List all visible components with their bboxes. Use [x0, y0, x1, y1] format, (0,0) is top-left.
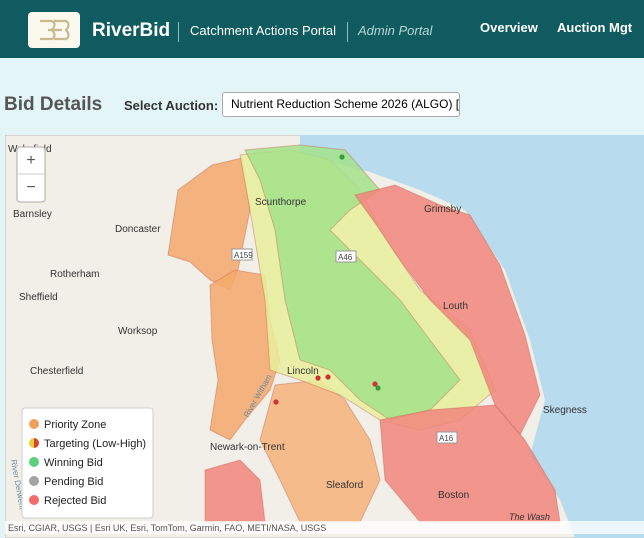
place-label: Lincoln [287, 366, 319, 377]
legend-label: Priority Zone [44, 419, 106, 431]
attribution: Esri, CGIAR, USGS | Esri UK, Esri, TomTo… [8, 523, 326, 533]
select-label: Select Auction: [124, 98, 219, 113]
place-label: Sheffield [19, 292, 58, 303]
logo-mark [40, 19, 70, 41]
legend-label: Winning Bid [44, 457, 103, 469]
zoom-out[interactable]: − [26, 179, 35, 196]
place-label: Barnsley [13, 209, 52, 220]
place-label: Chesterfield [30, 366, 83, 377]
page-title: Bid Details [4, 94, 103, 115]
legend [21, 407, 154, 519]
catchment-zone [204, 459, 266, 523]
catchment-zone [209, 269, 281, 441]
bid-marker[interactable] [339, 154, 345, 160]
place-label: Sleaford [326, 480, 363, 491]
legend-swatch [29, 457, 39, 467]
bid-marker[interactable] [375, 385, 381, 391]
divider [347, 22, 348, 42]
catchment-zone [167, 157, 251, 291]
catchment-zone [354, 184, 541, 436]
place-label: Grimsby [424, 204, 461, 215]
legend-swatch [29, 419, 39, 429]
road-shield [231, 248, 253, 261]
road-shield [335, 250, 357, 263]
zoom-in[interactable]: + [26, 152, 35, 169]
auction-select[interactable]: Nutrient Reduction Scheme 2026 (ALGO) [C [222, 92, 460, 117]
road-shield [436, 431, 458, 444]
divider [178, 22, 179, 42]
bid-marker[interactable] [325, 374, 331, 380]
nav-link[interactable]: Overview [480, 20, 538, 35]
attribution-bar [5, 521, 644, 534]
portal-name: Catchment Actions Portal [190, 23, 336, 38]
place-label: Newark-on-Trent [210, 442, 285, 453]
bid-marker[interactable] [315, 375, 321, 381]
legend-label: Targeting (Low-High) [44, 438, 146, 450]
legend-swatch [29, 438, 39, 448]
place-label: Boston [438, 490, 469, 501]
legend-label: Rejected Bid [44, 495, 106, 507]
place-label: Skegness [543, 405, 587, 416]
portal-subtitle: Admin Portal [358, 23, 433, 38]
legend-swatch [29, 476, 39, 486]
road-label: A159 [234, 251, 253, 260]
place-label: The Wash [509, 512, 550, 522]
bid-marker[interactable] [372, 381, 378, 387]
logo[interactable] [28, 12, 80, 48]
nav-link[interactable]: Auction Mgt [557, 20, 633, 35]
place-label: Doncaster [115, 224, 161, 235]
place-label: Scunthorpe [255, 197, 307, 208]
legend-label: Pending Bid [44, 476, 103, 488]
brand[interactable]: RiverBid [92, 20, 171, 41]
place-label: Worksop [118, 326, 158, 337]
legend-swatch [29, 495, 39, 505]
header: RiverBid Catchment Actions Portal Admin … [0, 0, 644, 58]
catchment-zone [379, 404, 561, 523]
place-label: Rotherham [50, 269, 99, 280]
place-label: Louth [443, 301, 468, 312]
road-label: A16 [439, 434, 454, 443]
road-label: A46 [338, 253, 353, 262]
bid-marker[interactable] [273, 399, 279, 405]
select-value: Nutrient Reduction Scheme 2026 (ALGO) [C [231, 97, 460, 111]
map[interactable]: WakefieldBarnsleyDoncasterScunthorpeGrim… [5, 135, 644, 538]
sea [300, 135, 644, 538]
